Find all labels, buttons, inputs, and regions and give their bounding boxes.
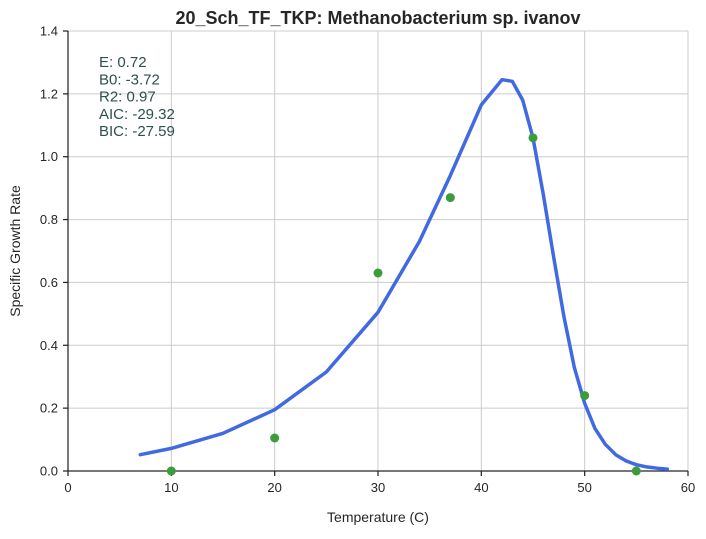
chart-title: 20_Sch_TF_TKP: Methanobacterium sp. ivan…: [175, 8, 580, 28]
x-tick-label: 60: [681, 480, 695, 495]
y-tick-label: 1.4: [40, 24, 58, 39]
x-axis-ticks: 0 10 20 30 40 50 60: [64, 471, 695, 495]
y-axis-ticks: 0.0 0.2 0.4 0.6 0.8 1.0 1.2 1.4: [40, 24, 68, 479]
x-tick-label: 40: [474, 480, 488, 495]
x-tick-label: 0: [64, 480, 71, 495]
y-tick-label: 0.0: [40, 464, 58, 479]
grid-lines: [67, 30, 689, 472]
x-axis-label: Temperature (C): [327, 509, 429, 525]
stat-line: B0: -3.72: [99, 71, 160, 88]
data-point: [528, 133, 538, 143]
data-point: [270, 433, 280, 443]
x-tick-label: 20: [267, 480, 281, 495]
y-axis-label: Specific Growth Rate: [7, 185, 23, 317]
data-point: [166, 466, 176, 476]
data-points: [166, 133, 641, 476]
y-tick-label: 0.6: [40, 275, 58, 290]
y-tick-label: 0.2: [40, 401, 58, 416]
x-tick-label: 30: [371, 480, 385, 495]
y-tick-label: 0.4: [40, 338, 58, 353]
stat-line: R2: 0.97: [99, 89, 156, 106]
x-tick-label: 10: [164, 480, 178, 495]
data-point: [373, 268, 383, 278]
stat-line: AIC: -29.32: [99, 106, 175, 123]
fit-curve: [138, 77, 670, 471]
data-point: [580, 391, 590, 401]
data-point: [631, 466, 641, 476]
stat-line: E: 0.72: [99, 54, 147, 71]
y-tick-label: 1.2: [40, 86, 58, 101]
data-point: [445, 193, 455, 203]
y-tick-label: 0.8: [40, 212, 58, 227]
stat-line: BIC: -27.59: [99, 123, 175, 140]
fit-curve-group: [138, 77, 670, 471]
y-tick-label: 1.0: [40, 149, 58, 164]
x-tick-label: 50: [577, 480, 591, 495]
